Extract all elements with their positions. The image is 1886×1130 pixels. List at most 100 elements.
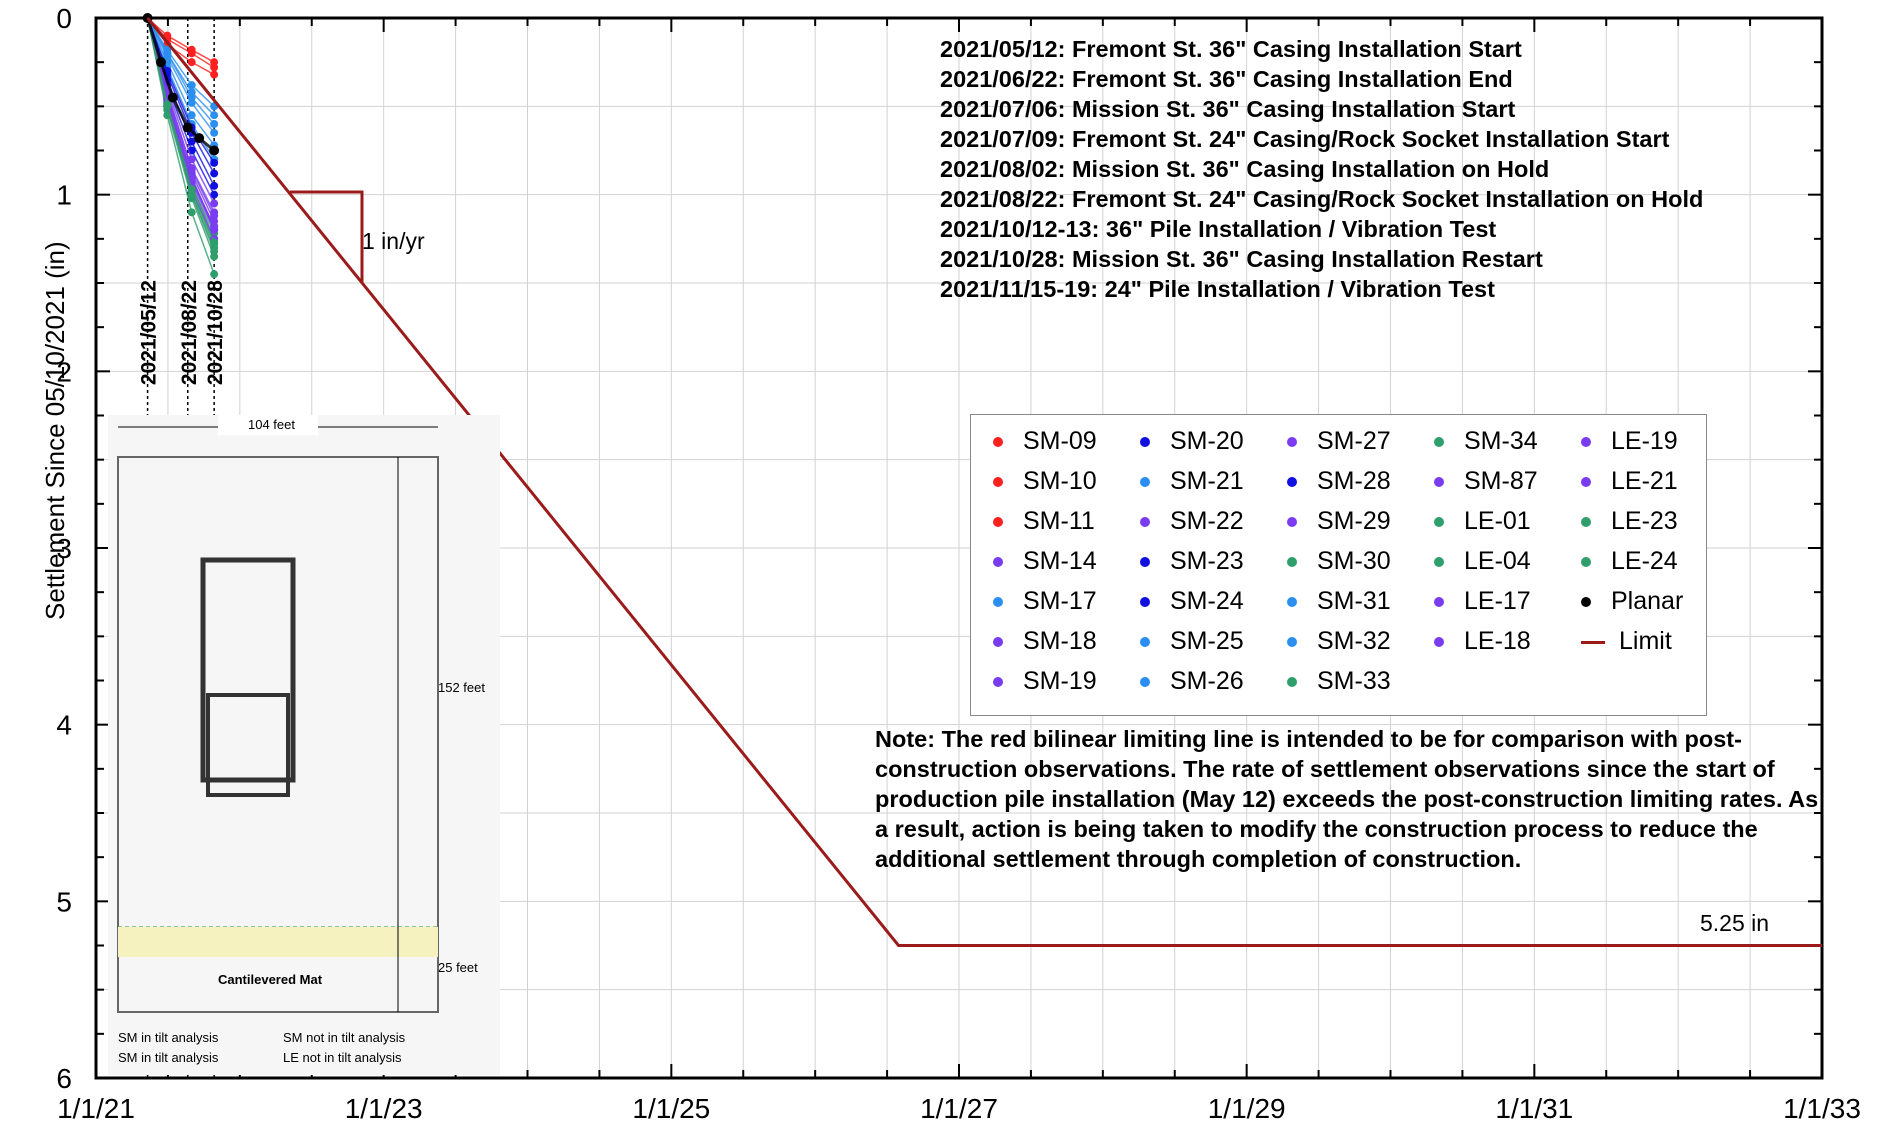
- legend-label: LE-19: [1611, 427, 1678, 455]
- legend-dot-icon: [1581, 437, 1591, 448]
- legend-label: LE-23: [1611, 507, 1678, 535]
- data-point: [209, 145, 220, 156]
- annotation-line: 2021/07/06: Mission St. 36" Casing Insta…: [940, 96, 1516, 122]
- legend-item: SM-28: [1287, 467, 1391, 496]
- data-point: [210, 270, 219, 279]
- legend-item: SM-30: [1287, 547, 1391, 576]
- legend-item: SM-09: [993, 427, 1097, 456]
- legend-label: SM-32: [1317, 627, 1391, 655]
- legend-item: LE-18: [1434, 627, 1531, 656]
- data-point: [210, 211, 219, 220]
- legend-item: SM-23: [1140, 547, 1244, 576]
- annotation-line: 2021/08/22: Fremont St. 24" Casing/Rock …: [940, 186, 1704, 212]
- legend-dot-icon: [993, 437, 1003, 448]
- legend-item: SM-32: [1287, 627, 1391, 656]
- legend-label: SM-11: [1023, 507, 1095, 535]
- legend-dot-icon: [1140, 517, 1150, 528]
- y-tick-labels: 0 1 2 3 4 5 6: [56, 3, 72, 1094]
- legend-label: SM-17: [1023, 587, 1097, 615]
- legend-label: SM-19: [1023, 667, 1097, 695]
- legend-label: LE-18: [1464, 627, 1531, 655]
- legend-label: LE-17: [1464, 587, 1531, 615]
- legend-item: SM-10: [993, 467, 1097, 496]
- y-tick-label: 0: [56, 3, 72, 34]
- chart-note: Note: The red bilinear limiting line is …: [875, 726, 1819, 872]
- legend-label: LE-01: [1464, 507, 1531, 535]
- legend-dot-icon: [1287, 557, 1297, 568]
- annotation-list: 2021/05/12: Fremont St. 36" Casing Insta…: [940, 34, 1703, 304]
- legend-item: LE-01: [1434, 507, 1531, 536]
- legend-dot-icon: [1434, 597, 1444, 608]
- series-line: [146, 17, 215, 116]
- legend-dot-icon: [1140, 637, 1150, 648]
- x-tick-label: 1/1/33: [1783, 1093, 1861, 1124]
- legend-label: SM-23: [1170, 547, 1244, 575]
- legend-item: LE-21: [1581, 467, 1678, 496]
- legend-label: LE-24: [1611, 547, 1678, 575]
- date-marker-label: 2021/10/28: [204, 280, 227, 385]
- rate-label: 1 in/yr: [362, 228, 425, 254]
- legend-item: LE-23: [1581, 507, 1678, 536]
- data-point: [210, 58, 219, 67]
- core-inner: [206, 693, 290, 797]
- legend-label: SM-34: [1464, 427, 1538, 455]
- legend-label: SM-28: [1317, 467, 1391, 495]
- legend-dot-icon: [1434, 437, 1444, 448]
- annotation-line: 2021/08/02: Mission St. 36" Casing Insta…: [940, 156, 1550, 182]
- legend-dot-icon: [993, 677, 1003, 688]
- legend-item: SM-26: [1140, 667, 1244, 696]
- legend-item: SM-25: [1140, 627, 1244, 656]
- annotation-line: 2021/11/15-19: 24" Pile Installation / V…: [940, 276, 1495, 302]
- annotation-line: 2021/10/12-13: 36" Pile Installation / V…: [940, 216, 1497, 242]
- legend-item: LE-17: [1434, 587, 1531, 616]
- legend-label: SM-27: [1317, 427, 1391, 455]
- legend-dot-icon: [993, 477, 1003, 488]
- legend-label: Limit: [1619, 627, 1672, 655]
- legend-dot-icon: [1287, 637, 1297, 648]
- series-layer: [142, 13, 220, 279]
- legend-dot-icon: [993, 597, 1003, 608]
- legend-item: SM-24: [1140, 587, 1244, 616]
- legend-label: SM-26: [1170, 667, 1244, 695]
- x-tick-label: 1/1/27: [920, 1093, 998, 1124]
- legend-item: LE-19: [1581, 427, 1678, 456]
- data-point: [187, 111, 196, 120]
- site-plan-inset: 104 feet 152 feet 25 feet Cantilevered M…: [108, 415, 500, 1075]
- x-tick-label: 1/1/23: [345, 1093, 423, 1124]
- legend-dot-icon: [1581, 597, 1591, 608]
- legend-dot-icon: [1434, 477, 1444, 488]
- legend-label: SM-31: [1317, 587, 1391, 615]
- legend-item: SM-14: [993, 547, 1097, 576]
- legend-dot-icon: [993, 557, 1003, 568]
- legend-label: SM-25: [1170, 627, 1244, 655]
- legend-label: LE-04: [1464, 547, 1531, 575]
- annotation-line: 2021/10/28: Mission St. 36" Casing Insta…: [940, 246, 1543, 272]
- width-label-bg: [218, 415, 318, 435]
- y-tick-label: 4: [56, 710, 72, 741]
- legend-item: SM-27: [1287, 427, 1391, 456]
- legend-label: Planar: [1611, 587, 1684, 615]
- legend-dot-icon: [1434, 637, 1444, 648]
- legend-label: SM-14: [1023, 547, 1097, 575]
- data-point: [155, 57, 166, 68]
- axes: [94, 16, 1824, 1080]
- rate-triangle: [290, 190, 364, 282]
- legend-item: SM-22: [1140, 507, 1244, 536]
- legend-label: LE-21: [1611, 467, 1678, 495]
- legend-dot-icon: [1140, 677, 1150, 688]
- x-tick-label: 1/1/25: [632, 1093, 710, 1124]
- data-point: [163, 45, 172, 54]
- data-point: [187, 165, 196, 174]
- annotation-line: 2021/07/09: Fremont St. 24" Casing/Rock …: [940, 126, 1670, 152]
- series-line: [146, 17, 215, 164]
- key-1: SM in tilt analysis: [118, 1030, 219, 1045]
- core-outline: [200, 557, 296, 783]
- annotation-line: 2021/06/22: Fremont St. 36" Casing Insta…: [940, 66, 1513, 92]
- legend-item: SM-21: [1140, 467, 1244, 496]
- legend-item: Planar: [1581, 587, 1683, 616]
- y-tick-label: 2: [56, 356, 72, 387]
- legend-label: SM-24: [1170, 587, 1244, 615]
- series-line: [146, 17, 215, 134]
- data-point: [187, 45, 196, 54]
- legend-dot-icon: [1140, 437, 1150, 448]
